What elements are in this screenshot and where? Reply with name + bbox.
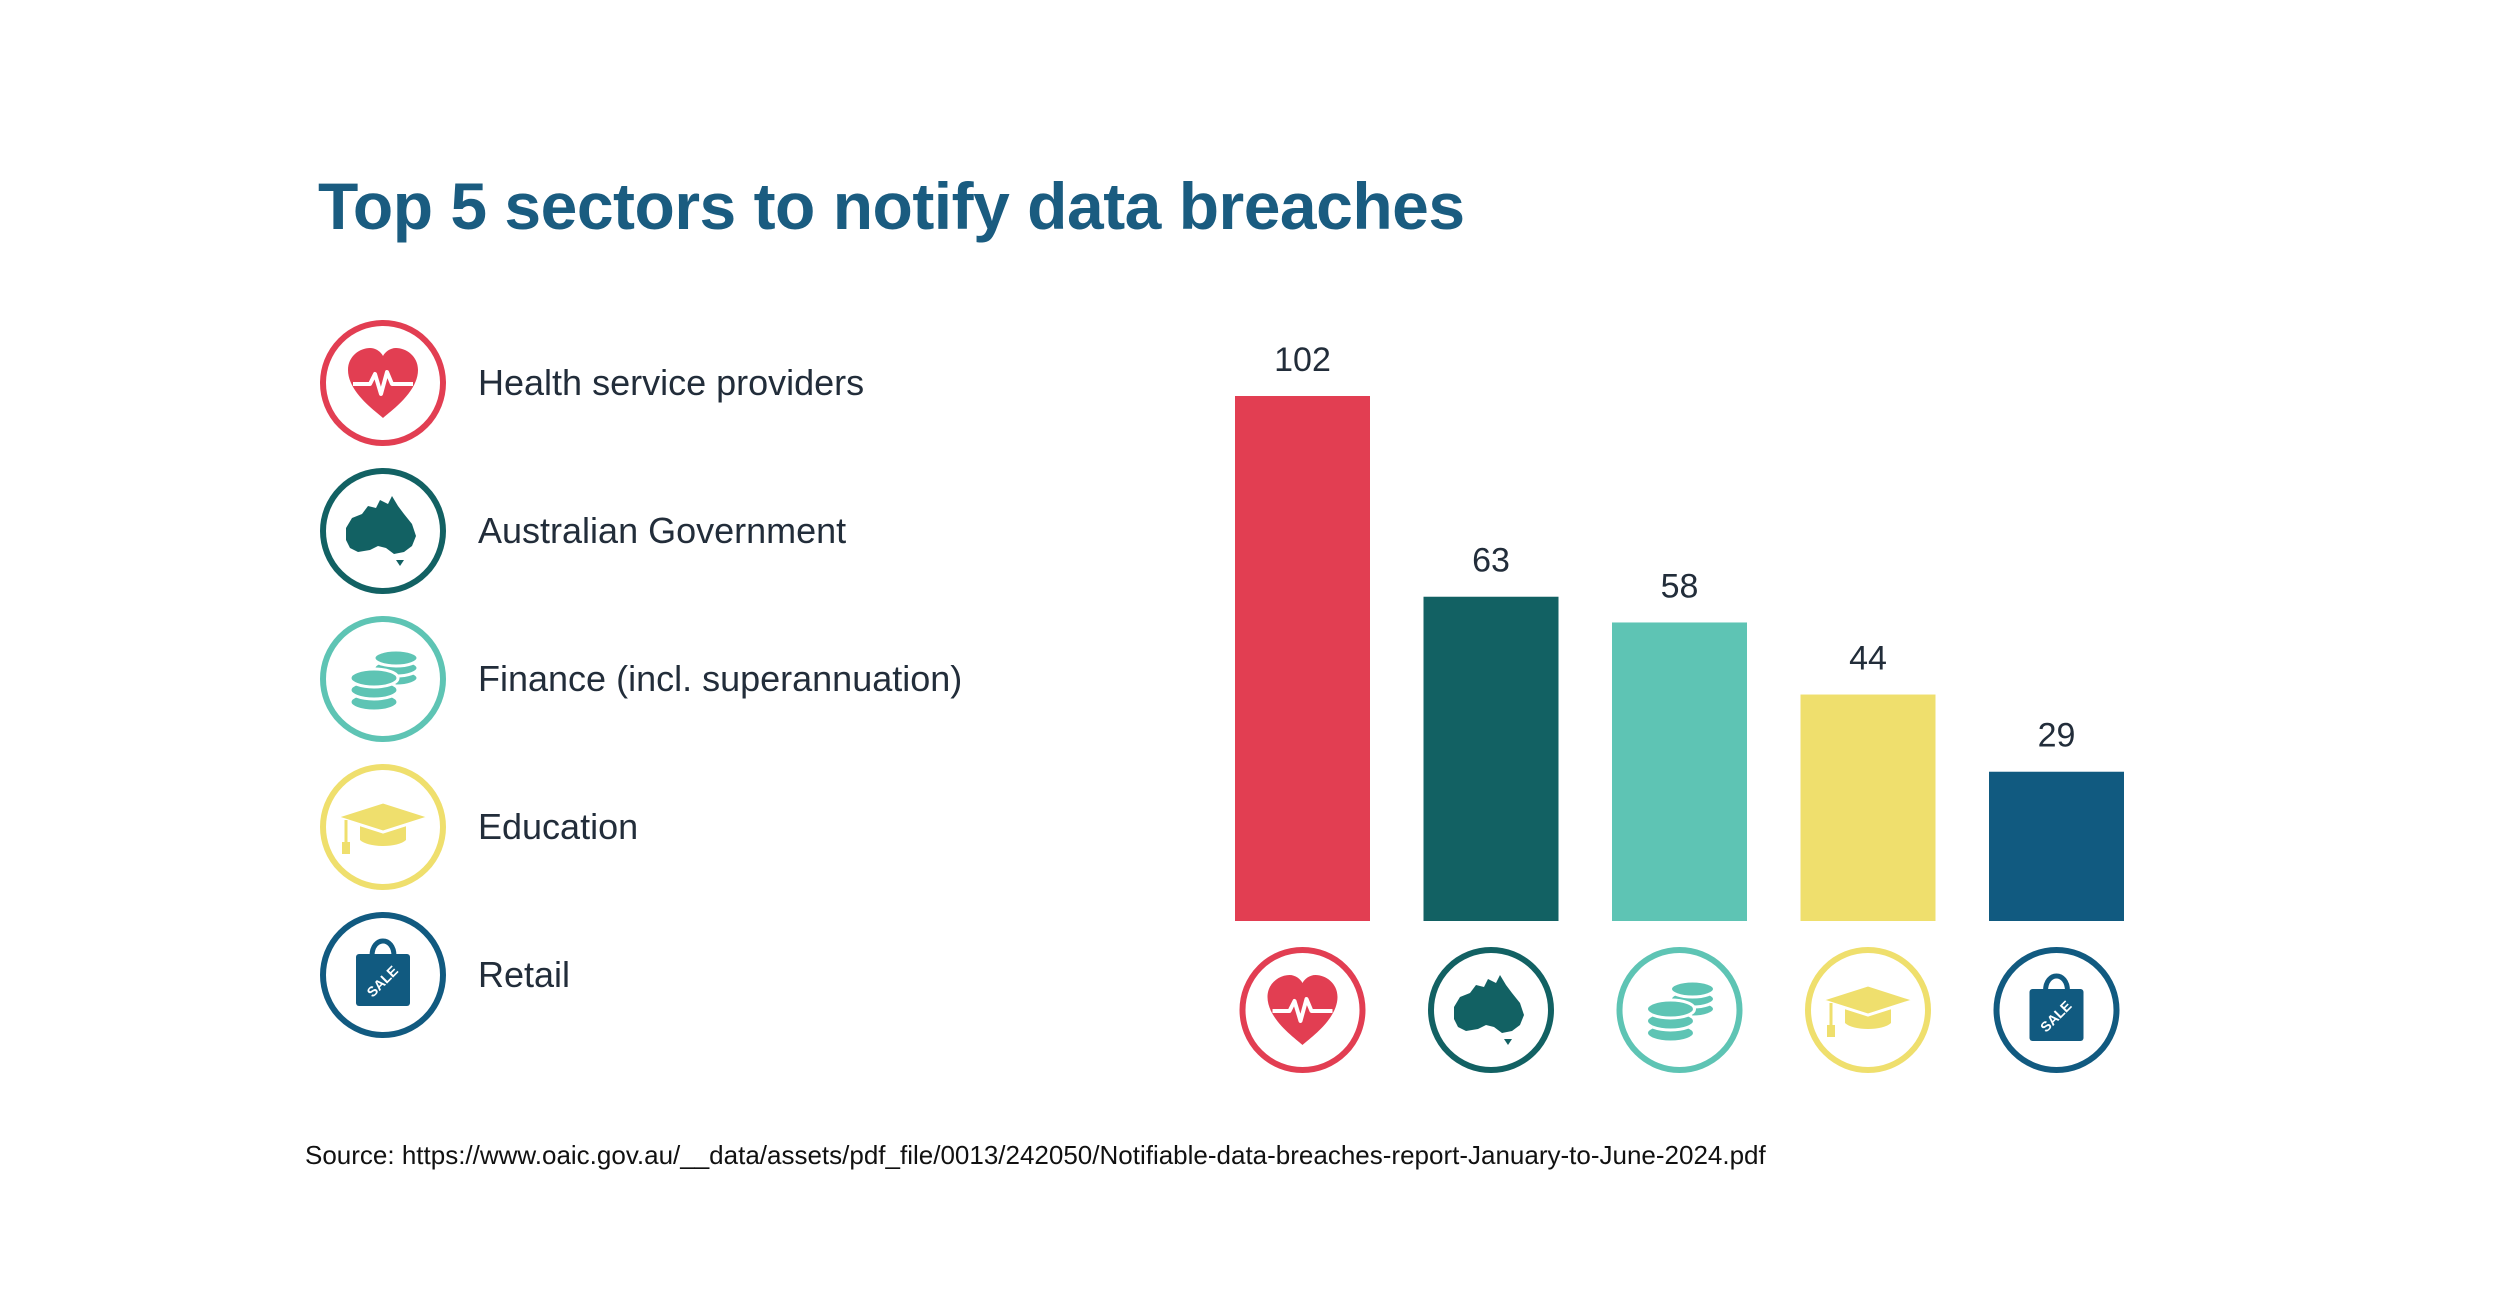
shopping-bag-icon: SALE [2029, 973, 2084, 1041]
legend-item-finance: Finance (incl. superannuation) [318, 614, 1218, 744]
bar-0 [1235, 396, 1370, 921]
bar-icon-3-graduation-cap-icon [1805, 947, 1931, 1073]
legend-label-finance: Finance (incl. superannuation) [478, 658, 963, 699]
chart-title: Top 5 sectors to notify data breaches [318, 169, 1465, 243]
bar-value-label-0: 102 [1274, 341, 1331, 379]
legend-label-education: Education [478, 806, 639, 847]
heart-icon [1267, 975, 1338, 1045]
source-note: Source: https://www.oaic.gov.au/__data/a… [305, 1140, 1766, 1170]
coins-icon [1645, 979, 1716, 1044]
bar-3 [1800, 694, 1936, 921]
bar-icon-1-australia-map-icon [1428, 947, 1554, 1073]
legend-shopping-bag-icon: SALE [320, 912, 446, 1038]
legend-graduation-cap-icon [320, 764, 446, 890]
bar-icon-0-heart-icon [1239, 947, 1366, 1073]
bar-value-label-3: 44 [1849, 640, 1887, 678]
legend: Health service providers Australian Gove… [318, 318, 1218, 1038]
legend-heart-icon [320, 320, 446, 446]
bar-chart: 102 63 58 44 29 SALE [1235, 341, 2124, 1073]
bar-icon-ring-1 [1428, 947, 1554, 1073]
bar-value-label-1: 63 [1472, 542, 1510, 580]
bar-icon-4-shopping-bag-icon: SALE [1993, 947, 2120, 1073]
legend-label-health: Health service providers [478, 362, 865, 403]
bar-4 [1989, 771, 2124, 921]
legend-item-retail: SALE Retail [318, 910, 1218, 1040]
bar-icon-ring-2 [1616, 947, 1743, 1073]
bar-icon-ring-4 [1993, 947, 2120, 1073]
legend-australia-map-icon [320, 468, 446, 594]
bar-icon-2-coins-icon [1616, 947, 1743, 1073]
legend-item-government: Australian Government [318, 466, 1218, 596]
legend-item-health: Health service providers [318, 318, 1218, 448]
legend-coins-icon [320, 616, 446, 742]
graduation-cap-icon [1816, 983, 1920, 1037]
legend-label-retail: Retail [478, 954, 571, 995]
bar-2 [1612, 622, 1747, 921]
bar-icon-ring-0 [1239, 947, 1366, 1073]
bar-icon-ring-3 [1805, 947, 1931, 1073]
legend-label-government: Australian Government [478, 510, 847, 551]
bar-1 [1423, 596, 1559, 921]
legend-item-education: Education [318, 762, 1218, 892]
bar-value-label-4: 29 [2038, 717, 2076, 755]
australia-map-icon [1454, 975, 1524, 1045]
bar-value-label-2: 58 [1661, 567, 1699, 605]
